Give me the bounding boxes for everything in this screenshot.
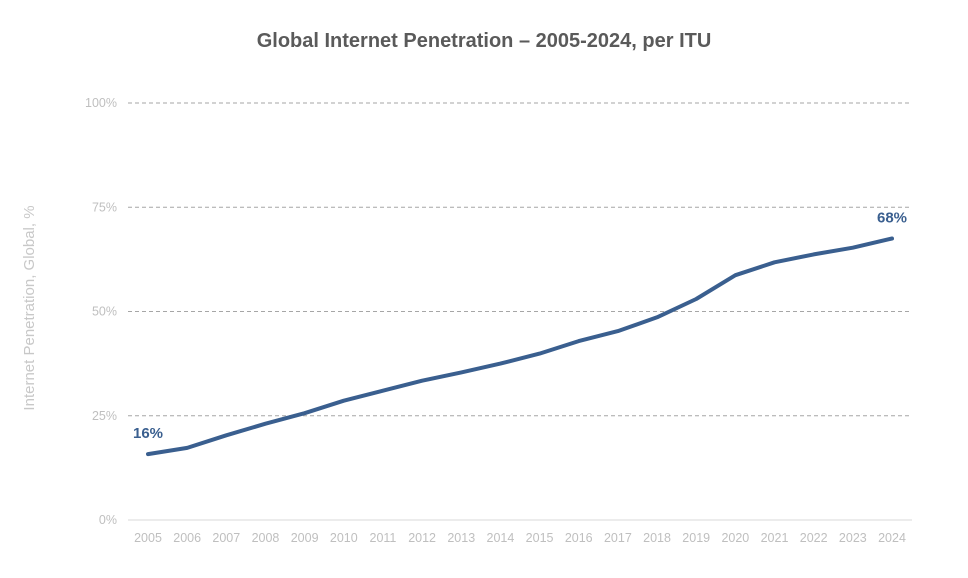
y-tick-label: 0% xyxy=(99,513,117,527)
x-tick-label: 2010 xyxy=(330,531,358,545)
x-tick-label: 2023 xyxy=(839,531,867,545)
x-tick-label: 2014 xyxy=(487,531,515,545)
x-tick-label: 2007 xyxy=(212,531,240,545)
y-tick-label: 50% xyxy=(92,305,117,319)
x-tick-label: 2013 xyxy=(447,531,475,545)
gridlines xyxy=(128,102,912,521)
x-tick-label: 2011 xyxy=(370,531,397,545)
x-axis-ticks: 2005 2006 2007 2008 2009 2010 2011 2012 2013 2014… xyxy=(134,531,906,545)
x-tick-label: 2009 xyxy=(291,531,319,545)
y-tick-label: 75% xyxy=(92,200,117,214)
series-group xyxy=(146,236,894,457)
x-tick-label: 2024 xyxy=(878,531,906,545)
series-line xyxy=(146,236,894,457)
data-label: 68% xyxy=(877,210,907,227)
x-tick-label: 2022 xyxy=(800,531,828,545)
data-label: 16% xyxy=(133,425,163,442)
x-tick-label: 2020 xyxy=(721,531,749,545)
y-tick-label: 100% xyxy=(85,96,117,110)
y-axis-title: Internet Penetration, Global, % xyxy=(21,205,38,410)
y-tick-label: 25% xyxy=(92,409,117,423)
y-axis-ticks: 0% 25% 50% 75% 100% xyxy=(85,96,117,527)
x-tick-label: 2008 xyxy=(252,531,280,545)
x-tick-label: 2021 xyxy=(761,531,789,545)
x-tick-label: 2006 xyxy=(173,531,201,545)
x-tick-label: 2005 xyxy=(134,531,162,545)
x-tick-label: 2012 xyxy=(408,531,436,545)
x-tick-label: 2015 xyxy=(526,531,554,545)
data-labels: 16% 68% xyxy=(133,210,907,443)
x-tick-label: 2019 xyxy=(682,531,710,545)
x-tick-label: 2017 xyxy=(604,531,632,545)
x-tick-label: 2016 xyxy=(565,531,593,545)
x-tick-label: 2018 xyxy=(643,531,671,545)
chart-title: Global Internet Penetration – 2005-2024,… xyxy=(256,30,712,52)
